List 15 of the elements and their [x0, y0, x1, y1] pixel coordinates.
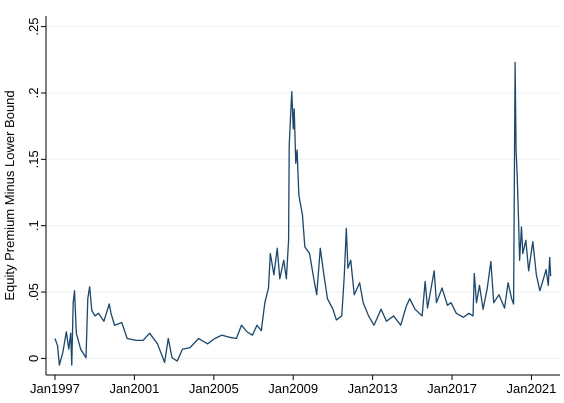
y-tick-label: .2 — [26, 88, 41, 98]
y-tick-label: .15 — [26, 150, 41, 168]
x-tick-label: Jan2017 — [427, 381, 477, 396]
y-tick-label: .05 — [26, 283, 41, 302]
y-axis-title: Equity Premium Minus Lower Bound — [2, 90, 17, 301]
x-tick-label: Jan1997 — [30, 381, 80, 396]
x-tick-label: Jan2021 — [506, 381, 556, 396]
y-tick-label: .1 — [26, 220, 41, 232]
x-tick-label: Jan2013 — [348, 381, 398, 396]
x-tick-label: Jan2001 — [109, 381, 160, 396]
y-tick-label: .25 — [26, 18, 41, 36]
y-tick-label: 0 — [26, 354, 41, 362]
x-tick-label: Jan2009 — [268, 381, 318, 396]
line-series — [54, 62, 552, 366]
x-tick-label: Jan2005 — [188, 381, 239, 396]
